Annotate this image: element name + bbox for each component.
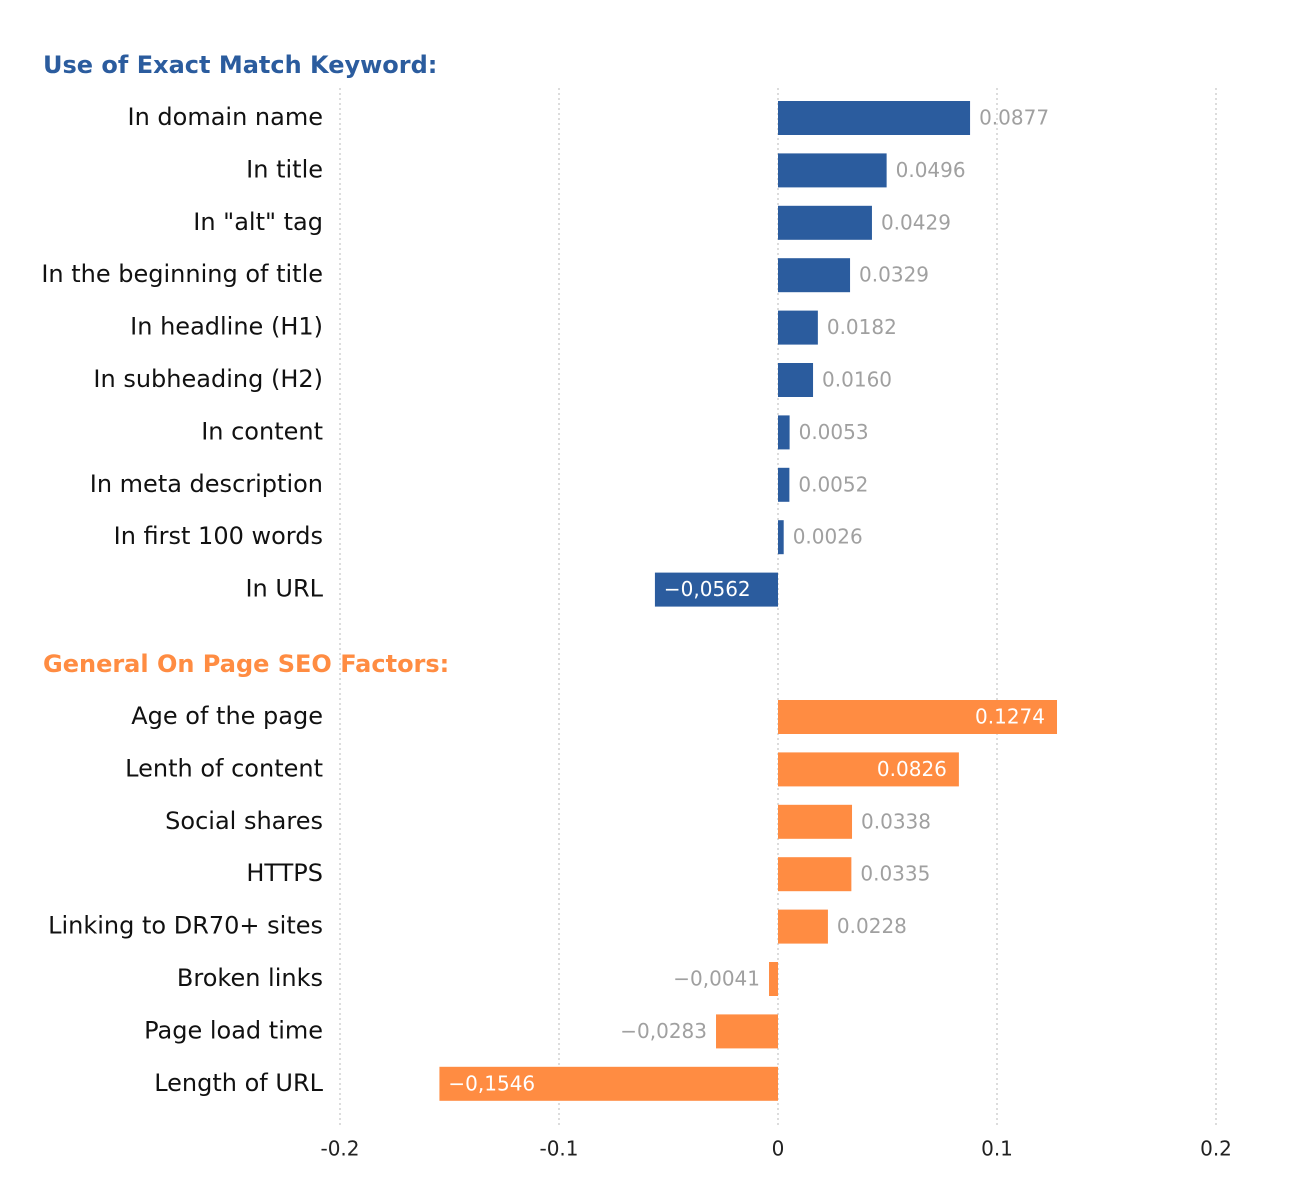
category-label: Lenth of content [125,754,323,782]
data-label: 0.0496 [896,158,966,182]
bar [778,415,790,450]
data-label: 0.0053 [799,420,869,444]
category-label: Linking to DR70+ sites [48,912,323,940]
data-label: 0.0160 [822,368,892,392]
data-label: 0.0338 [861,809,931,833]
bar [778,700,1058,734]
bar [778,310,818,345]
data-label: 0.0429 [881,210,951,234]
data-label: 0.0335 [860,862,930,886]
group-title: Use of Exact Match Keyword: [43,51,437,79]
group-title: General On Page SEO Factors: [43,650,449,678]
bar [439,1066,778,1101]
bar [769,962,778,996]
bar [778,752,959,787]
bar [778,205,872,240]
data-label: 0.0228 [837,914,907,938]
bar [778,153,887,188]
category-label: In first 100 words [114,522,323,550]
category-label: Page load time [144,1016,323,1044]
x-tick-label: -0.2 [320,1137,359,1161]
category-label: In the beginning of title [41,260,323,288]
bar [778,467,790,502]
data-label: 0.0182 [827,315,897,339]
bars [439,101,1058,1101]
x-tick-label: 0.1 [981,1137,1013,1161]
x-tick-label: 0.2 [1200,1137,1232,1161]
x-tick-label: -0.1 [539,1137,578,1161]
category-label: Social shares [165,807,323,835]
bar [778,857,852,892]
bar [654,572,778,607]
data-label: 0.0026 [793,525,863,549]
category-label: In content [201,417,323,445]
category-label: In subheading (H2) [93,365,323,393]
category-label: In "alt" tag [193,208,323,236]
data-label: 0.0329 [859,263,929,287]
bar [716,1014,778,1049]
data-label: 0.1274 [975,705,1045,729]
category-label: In headline (H1) [130,313,323,341]
category-label: In title [246,155,323,183]
category-label: In meta description [90,470,323,498]
data-label: 0.0826 [877,757,947,781]
category-label: In domain name [128,103,324,131]
category-label: In URL [245,575,323,603]
data-label: −0,0041 [673,967,760,991]
bar [778,363,814,397]
data-label: −0,0562 [664,577,751,601]
x-tick-label: 0 [772,1137,785,1161]
bar [778,804,853,839]
bar [778,520,784,555]
data-label: 0.0877 [979,106,1049,130]
category-label: HTTPS [246,859,323,887]
labels: -0.2 -0.1 0 0.1 0.2 Use of Exact Match Keywor… [41,51,1232,1161]
category-label: Broken links [177,964,323,992]
category-label: Length of URL [154,1069,323,1097]
data-label: 0.0052 [798,472,868,496]
bar [778,101,971,135]
bar [778,909,828,944]
category-label: Age of the page [131,702,323,730]
data-label: −0,1546 [448,1071,535,1095]
data-label: −0,0283 [620,1019,707,1043]
bar [778,258,851,293]
